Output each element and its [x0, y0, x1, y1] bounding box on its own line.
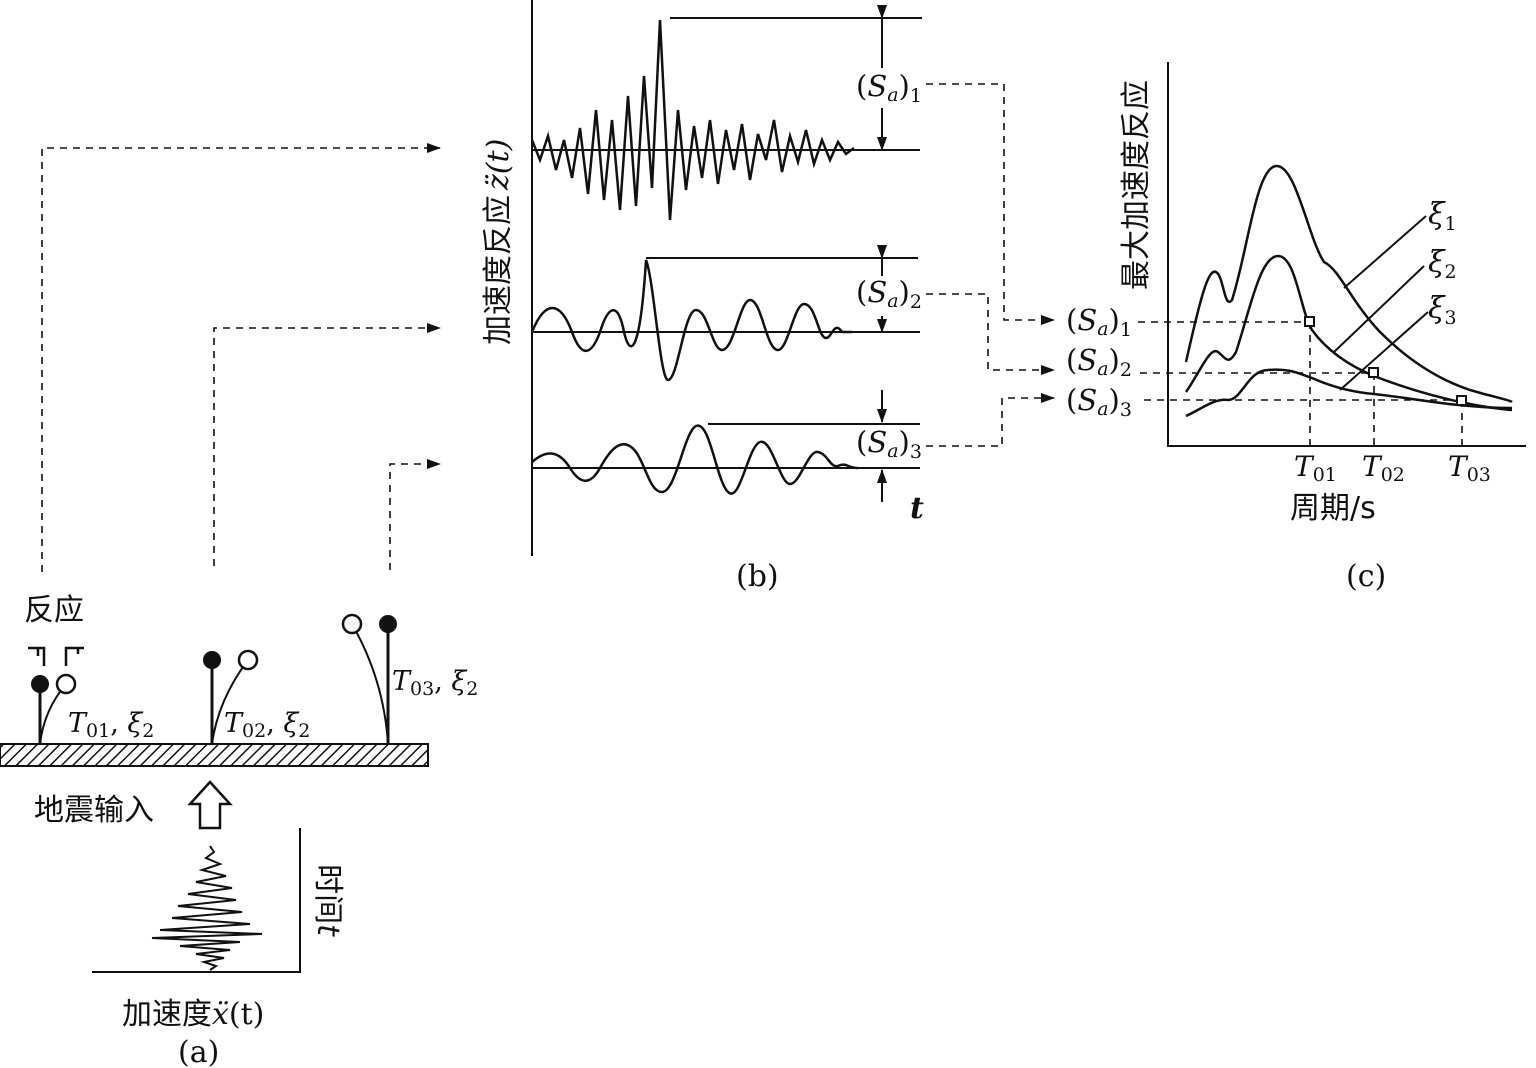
- oscillator-2: T02, ξ2: [203, 649, 310, 745]
- xi-label-2: ξ2: [1428, 245, 1457, 283]
- period-label-1: T01: [1294, 450, 1337, 486]
- oscillator-3: T03, ξ2: [341, 613, 478, 745]
- connectors-b-c: [926, 83, 1055, 447]
- response-trace-3: [531, 424, 859, 495]
- response-trace-1: [530, 19, 855, 221]
- input-label: 地震输入: [34, 793, 154, 828]
- panel-c-axes: [1167, 62, 1526, 447]
- caption-b: (b): [736, 559, 779, 594]
- panel-b: z̈(t) 加速度反应 (Sa)1 (Sa)2 (Sa)3 t (b): [481, 0, 924, 594]
- connectors-a-b: [41, 143, 441, 572]
- panel-b-yaxis-label: 加速度反应: [481, 195, 516, 345]
- panel-c-xaxis-label: 周期/s: [1290, 491, 1376, 526]
- panel-c: (Sa)1 (Sa)2 (Sa)3 最大加速度反应 ξ1 ξ2 ξ3 T01 T…: [1066, 62, 1526, 594]
- response-label: 反应: [24, 593, 84, 628]
- spectrum-curve-xi2: [1184, 254, 1513, 412]
- sa-label-1: (Sa)1: [1066, 303, 1132, 341]
- osc3-label: T03, ξ2: [392, 666, 478, 700]
- spectrum-curve-xi1: [1184, 164, 1513, 404]
- sa-label-2: (Sa)2: [1066, 343, 1132, 381]
- sa-label-3: (Sa)3: [1066, 383, 1132, 421]
- period-label-2: T02: [1362, 450, 1405, 486]
- xi-label-1: ξ1: [1428, 197, 1457, 235]
- period-label-3: T03: [1448, 450, 1491, 486]
- peak-label-1: (Sa)1: [856, 69, 922, 107]
- peak-label-3: (Sa)3: [856, 425, 922, 463]
- accel-label: 加速度ẍ(t): [122, 997, 264, 1032]
- osc1-label: T01, ξ2: [68, 708, 154, 742]
- input-arrow-icon: [187, 780, 233, 830]
- caption-a: (a): [178, 1035, 219, 1068]
- time-axis-label: 时间t: [310, 864, 345, 937]
- oscillator-1: T01, ξ2: [31, 673, 154, 745]
- panel-a: 反应 T01, ξ2 T02, ξ2: [0, 593, 478, 1068]
- osc2-label: T02, ξ2: [224, 708, 310, 742]
- response-marks-icon: [28, 646, 84, 666]
- spectrum-curve-xi3: [1185, 368, 1513, 418]
- panel-c-yaxis-label: 最大加速度反应: [1119, 80, 1154, 290]
- accelerogram-trace: [151, 845, 263, 971]
- panel-b-yaxis-var: z̈(t): [481, 139, 516, 191]
- xi-label-3: ξ3: [1428, 291, 1457, 329]
- caption-c: (c): [1346, 559, 1386, 594]
- response-trace-2: [530, 259, 852, 382]
- accelerogram-axes: [92, 828, 301, 973]
- panel-b-time-var: t: [910, 491, 924, 526]
- ground-hatch: [0, 743, 429, 767]
